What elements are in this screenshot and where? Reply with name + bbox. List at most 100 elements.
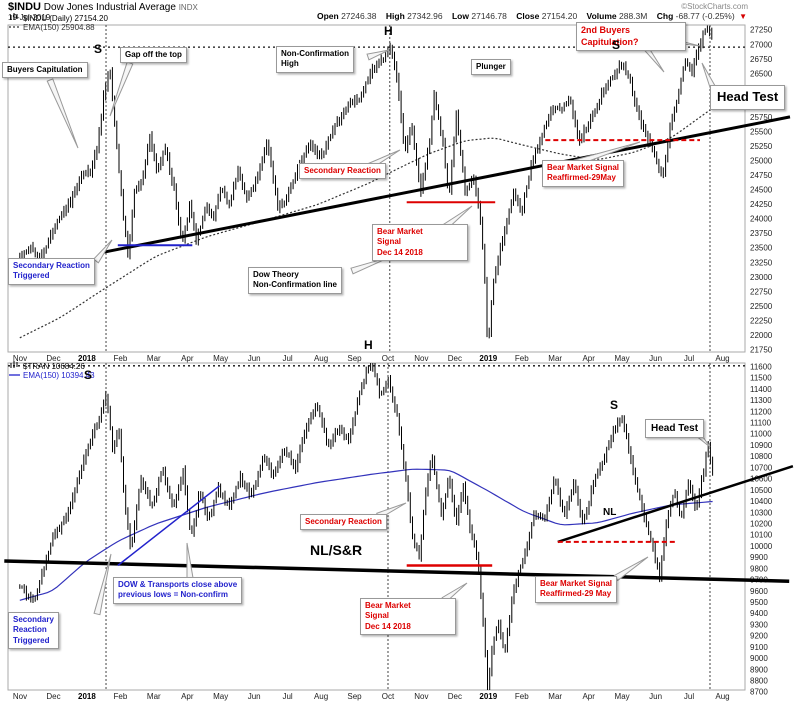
tran-y-tick-label: 8900 <box>750 665 768 674</box>
tran-x-tick-label: Mar <box>548 692 562 701</box>
tran-y-tick-label: 10800 <box>750 452 773 461</box>
tran-y-tick-label: 11300 <box>750 396 772 405</box>
indu-y-tick-label: 23750 <box>750 229 773 238</box>
indu-x-tick-label: Dec <box>46 354 60 363</box>
tran-y-tick-label: 11600 <box>750 362 772 371</box>
indu-y-tick-label: 26000 <box>750 98 773 107</box>
tran-y-tick-label: 11100 <box>750 419 772 428</box>
tran-y-tick-label: 10700 <box>750 463 773 472</box>
gap-off-top-note-pointer <box>109 61 134 117</box>
indu-x-tick-label: Apr <box>582 354 595 363</box>
indu-x-tick-label: May <box>213 354 228 363</box>
indu-x-tick-label: Aug <box>314 354 328 363</box>
tran-y-tick-label: 10100 <box>750 531 773 540</box>
tran-x-tick-label: Apr <box>582 692 595 701</box>
indu-x-tick-label: May <box>615 354 630 363</box>
indu-y-tick-label: 22500 <box>750 302 773 311</box>
nl-sr-horizontal-line <box>4 559 790 583</box>
tran-y-tick-label: 10900 <box>750 441 773 450</box>
tran-price-bars <box>19 363 714 690</box>
tran-x-tick-label: Sep <box>347 692 362 701</box>
indu-x-tick-label: Mar <box>548 354 562 363</box>
indu-x-tick-label: Nov <box>414 354 428 363</box>
index-name: Dow Jones Industrial Average <box>43 2 176 13</box>
indu-legend-entry: $INDU (Daily) 27154.20 <box>23 14 108 23</box>
indu-x-tick-label: Apr <box>181 354 194 363</box>
indu-y-tick-label: 27000 <box>750 40 773 49</box>
bear-signal-reaffirmed-indu-note-pointer <box>573 141 641 167</box>
tran-x-tick-label: Oct <box>382 692 395 701</box>
open-label: Open <box>316 11 339 21</box>
indu-y-tick-label: 24000 <box>750 215 773 224</box>
second-buyers-capitulation-note-pointer <box>650 33 701 47</box>
indu-x-tick-label: Mar <box>147 354 161 363</box>
secondary-reaction-triggered-tran-note-pointer <box>93 553 112 616</box>
secondary-reaction-tran-note-pointer <box>376 502 407 520</box>
indu-y-tick-label: 22250 <box>750 316 773 325</box>
price-bars-style-icon <box>10 13 18 20</box>
tran-y-tick-label: 10500 <box>750 486 773 495</box>
tran-y-tick-label: 11000 <box>750 430 772 439</box>
tran-x-tick-label: Jul <box>282 692 292 701</box>
symbol: $INDU <box>8 1 42 13</box>
indu-y-tick-label: 22000 <box>750 331 773 340</box>
head-test-indu-note-pointer <box>701 62 718 92</box>
low-label: Low <box>451 11 469 21</box>
high-value: 27342.96 <box>407 11 443 21</box>
tran-y-tick-label: 9900 <box>750 553 768 562</box>
indu-price-bars <box>19 25 713 339</box>
head-test-tran-note-pointer <box>693 429 711 448</box>
tran-x-tick-label: May <box>615 692 630 701</box>
non-confirmation-high-note-pointer <box>366 49 390 61</box>
secondary-reaction-indu-note-pointer <box>367 149 401 170</box>
tran-ema-line <box>19 468 713 601</box>
indu-y-tick-label: 26750 <box>750 55 773 64</box>
tran-x-tick-label: Apr <box>181 692 194 701</box>
indu-x-tick-label: Aug <box>715 354 729 363</box>
volume-value: 288.3M <box>619 11 648 21</box>
indu-y-tick-label: 25750 <box>750 113 773 122</box>
tran-y-tick-label: 10600 <box>750 475 773 484</box>
indu-y-tick-label: 23000 <box>750 273 773 282</box>
close-label: Close <box>516 11 540 21</box>
indu-legend-entry: EMA(150) 25904.88 <box>23 23 95 32</box>
price-bars-style-icon <box>10 361 18 368</box>
copyright: ©StockCharts.com <box>681 2 748 11</box>
tran-x-tick-label: Nov <box>414 692 428 701</box>
indu-y-tick-label: 23500 <box>750 244 773 253</box>
second-buyers-capitulation-note-pointer <box>639 41 665 73</box>
tran-x-tick-label: 2018 <box>78 692 96 701</box>
exchange: INDX <box>178 3 198 12</box>
tran-x-tick-label: Aug <box>314 692 328 701</box>
indu-ema-line <box>19 108 713 339</box>
indu-y-tick-label: 23250 <box>750 258 773 267</box>
bear-signal-dec-indu-note-pointer <box>442 205 473 231</box>
tran-x-tick-label: Feb <box>114 692 128 701</box>
tran-y-tick-label: 10300 <box>750 508 773 517</box>
tran-y-tick-label: 11400 <box>750 385 772 394</box>
open-value: 27246.38 <box>341 11 377 21</box>
tran-x-tick-label: Jun <box>649 692 662 701</box>
tran-y-tick-label: 9300 <box>750 620 768 629</box>
indu-y-tick-label: 25000 <box>750 157 773 166</box>
dow-transports-nonconfirm-note-pointer <box>186 542 194 579</box>
indu-y-tick-label: 24250 <box>750 200 773 209</box>
indu-y-tick-label: 24500 <box>750 186 773 195</box>
tran-y-tick-label: 10200 <box>750 519 773 528</box>
tran-legend-entry: EMA(150) 10394.43 <box>23 371 95 380</box>
tran-x-tick-label: Mar <box>147 692 161 701</box>
bear-signal-dec-tran-note-pointer <box>441 582 468 604</box>
tran-x-tick-label: Jul <box>684 692 694 701</box>
tran-x-tick-label: Feb <box>515 692 529 701</box>
indu-x-tick-label: Nov <box>13 354 27 363</box>
indu-x-tick-label: Jul <box>684 354 694 363</box>
buyers-capitulation-note-pointer <box>46 78 79 149</box>
tran-x-tick-label: Jun <box>248 692 261 701</box>
chg-value: -68.77 (-0.25%) <box>675 11 735 21</box>
indu-y-tick-label: 22750 <box>750 287 773 296</box>
close-value: 27154.20 <box>541 11 578 21</box>
tran-x-tick-label: Nov <box>13 692 27 701</box>
indu-y-tick-label: 21750 <box>750 345 773 354</box>
chg-down-arrow-icon[interactable]: ▼ <box>739 12 747 21</box>
